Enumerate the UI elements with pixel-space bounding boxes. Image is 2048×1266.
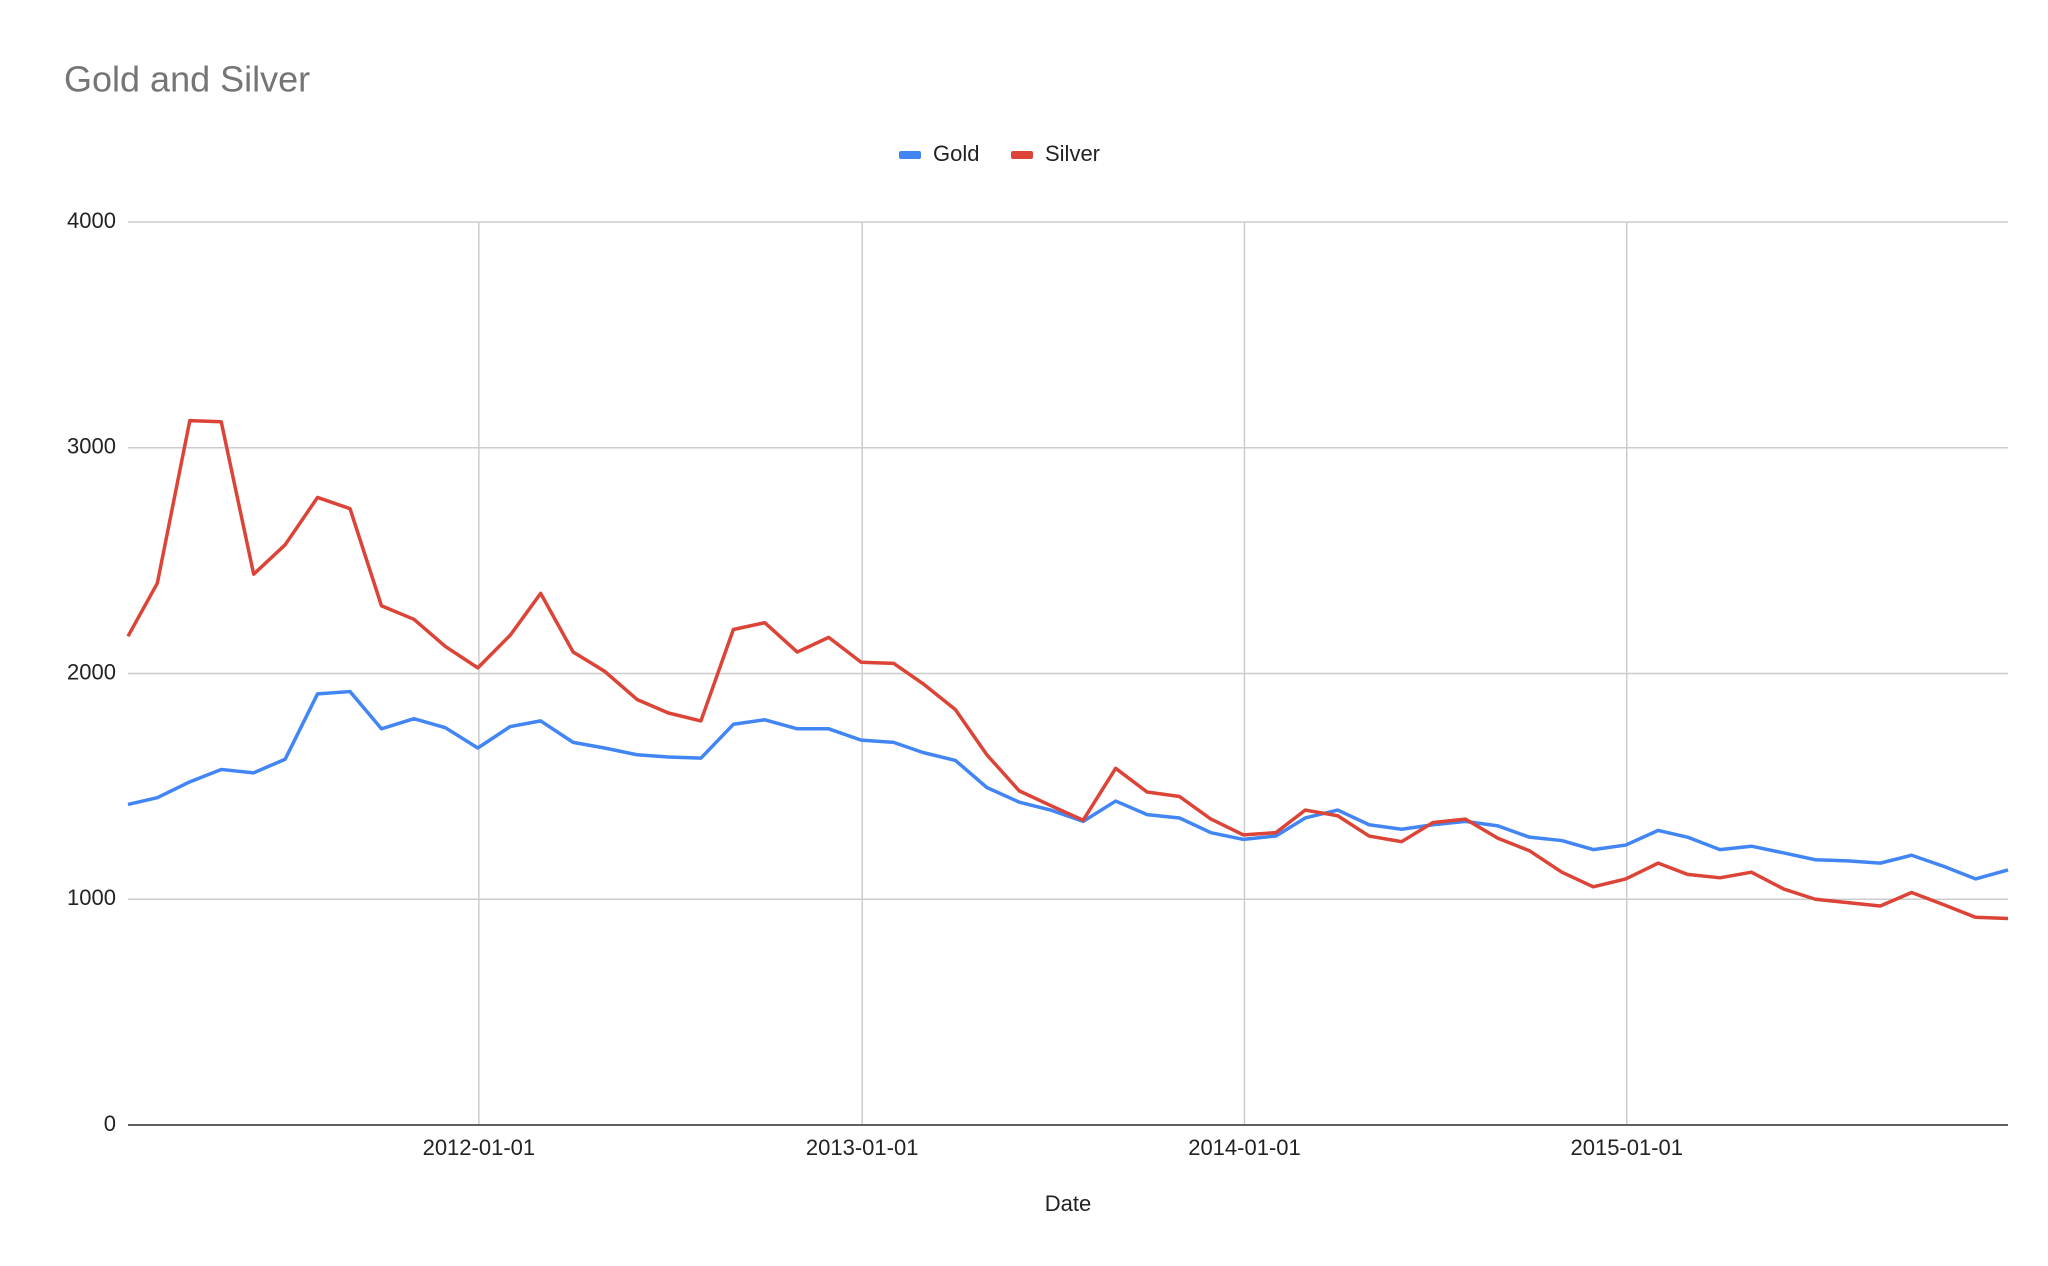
x-axis-label: Date: [1045, 1191, 1091, 1216]
y-tick-label: 3000: [67, 434, 116, 459]
chart-title: Gold and Silver: [64, 59, 310, 100]
y-tick-label: 2000: [67, 659, 116, 684]
x-tick-label: 2015-01-01: [1570, 1135, 1683, 1160]
legend-label: Gold: [933, 141, 979, 166]
x-tick-label: 2012-01-01: [423, 1135, 536, 1160]
y-tick-label: 1000: [67, 885, 116, 910]
y-tick-label: 4000: [67, 208, 116, 233]
y-tick-label: 0: [104, 1111, 116, 1136]
legend-swatch: [1011, 151, 1033, 159]
legend-swatch: [899, 151, 921, 159]
legend-label: Silver: [1045, 141, 1100, 166]
series-line: [127, 689, 2009, 881]
x-tick-label: 2013-01-01: [806, 1135, 919, 1160]
series-line: [126, 418, 2009, 921]
x-tick-label: 2014-01-01: [1188, 1135, 1301, 1160]
